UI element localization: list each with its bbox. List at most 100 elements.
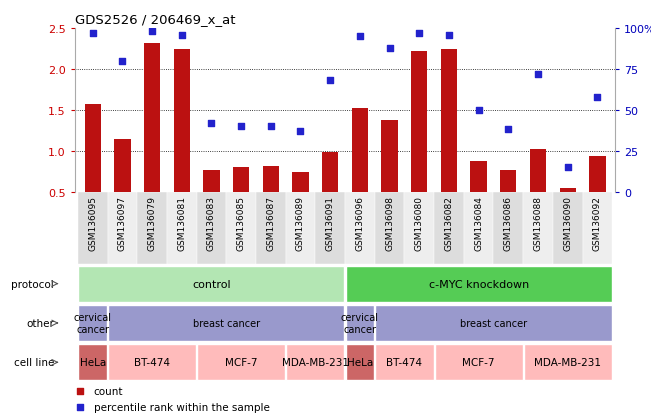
Bar bbox=[435, 344, 523, 380]
Bar bbox=[107, 192, 137, 264]
Bar bbox=[553, 192, 583, 264]
Point bbox=[473, 107, 484, 114]
Bar bbox=[345, 192, 375, 264]
Text: MDA-MB-231: MDA-MB-231 bbox=[534, 357, 601, 368]
Text: GSM136086: GSM136086 bbox=[504, 196, 513, 251]
Bar bbox=[589, 157, 605, 192]
Bar bbox=[322, 153, 339, 192]
Bar bbox=[233, 168, 249, 192]
Text: GSM136091: GSM136091 bbox=[326, 196, 335, 251]
Text: breast cancer: breast cancer bbox=[460, 318, 527, 328]
Text: GSM136090: GSM136090 bbox=[563, 196, 572, 251]
Bar bbox=[559, 189, 576, 192]
Text: GSM136092: GSM136092 bbox=[593, 196, 602, 250]
Bar bbox=[346, 266, 612, 302]
Bar bbox=[434, 192, 464, 264]
Text: cell line: cell line bbox=[14, 357, 54, 368]
Bar bbox=[376, 305, 612, 341]
Point bbox=[444, 32, 454, 39]
Bar bbox=[78, 192, 107, 264]
Bar bbox=[197, 192, 227, 264]
Bar bbox=[167, 192, 197, 264]
Text: GSM136087: GSM136087 bbox=[266, 196, 275, 251]
Point bbox=[355, 34, 365, 40]
Bar bbox=[411, 52, 428, 192]
Text: count: count bbox=[94, 386, 123, 396]
Bar bbox=[493, 192, 523, 264]
Bar bbox=[381, 120, 398, 192]
Point bbox=[236, 123, 246, 130]
Bar bbox=[346, 305, 374, 341]
Text: GSM136080: GSM136080 bbox=[415, 196, 424, 251]
Text: c-MYC knockdown: c-MYC knockdown bbox=[428, 279, 529, 289]
Text: GSM136085: GSM136085 bbox=[236, 196, 245, 251]
Bar bbox=[114, 140, 131, 192]
Text: BT-474: BT-474 bbox=[134, 357, 170, 368]
Text: GSM136097: GSM136097 bbox=[118, 196, 127, 251]
Bar bbox=[441, 50, 457, 192]
Bar bbox=[144, 44, 160, 192]
Bar bbox=[174, 50, 190, 192]
Text: GSM136081: GSM136081 bbox=[177, 196, 186, 251]
Point bbox=[117, 58, 128, 65]
Bar bbox=[78, 305, 107, 341]
Point bbox=[147, 29, 158, 36]
Bar bbox=[203, 171, 219, 192]
Point bbox=[176, 32, 187, 39]
Bar bbox=[197, 344, 285, 380]
Text: percentile rank within the sample: percentile rank within the sample bbox=[94, 402, 270, 412]
Bar bbox=[500, 171, 516, 192]
Text: GSM136095: GSM136095 bbox=[88, 196, 97, 251]
Point bbox=[296, 128, 306, 135]
Text: HeLa: HeLa bbox=[79, 357, 106, 368]
Bar bbox=[530, 150, 546, 192]
Bar bbox=[137, 192, 167, 264]
Bar bbox=[292, 173, 309, 192]
Bar bbox=[352, 109, 368, 192]
Bar bbox=[108, 344, 196, 380]
Text: protocol: protocol bbox=[11, 279, 54, 289]
Text: cervical
cancer: cervical cancer bbox=[341, 312, 379, 334]
Bar bbox=[524, 344, 612, 380]
Text: breast cancer: breast cancer bbox=[193, 318, 260, 328]
Point bbox=[503, 127, 514, 133]
Bar bbox=[464, 192, 493, 264]
Text: GSM136089: GSM136089 bbox=[296, 196, 305, 251]
Point bbox=[75, 404, 85, 410]
Text: GSM136084: GSM136084 bbox=[474, 196, 483, 250]
Text: GSM136082: GSM136082 bbox=[445, 196, 454, 250]
Text: MCF-7: MCF-7 bbox=[225, 357, 257, 368]
Point bbox=[592, 94, 603, 101]
Point bbox=[266, 123, 276, 130]
Point bbox=[206, 120, 217, 127]
Text: GSM136079: GSM136079 bbox=[148, 196, 156, 251]
Bar bbox=[315, 192, 345, 264]
Bar bbox=[227, 192, 256, 264]
Text: GSM136098: GSM136098 bbox=[385, 196, 394, 251]
Bar bbox=[375, 192, 404, 264]
Point bbox=[533, 71, 543, 78]
Bar bbox=[523, 192, 553, 264]
Bar bbox=[108, 305, 344, 341]
Text: GSM136083: GSM136083 bbox=[207, 196, 216, 251]
Text: MCF-7: MCF-7 bbox=[462, 357, 495, 368]
Text: GSM136096: GSM136096 bbox=[355, 196, 365, 251]
Bar bbox=[346, 344, 374, 380]
Point bbox=[325, 78, 335, 84]
Bar bbox=[376, 344, 434, 380]
Bar bbox=[286, 344, 344, 380]
Text: other: other bbox=[26, 318, 54, 328]
Text: BT-474: BT-474 bbox=[387, 357, 422, 368]
Text: control: control bbox=[192, 279, 230, 289]
Bar bbox=[286, 192, 315, 264]
Point bbox=[414, 31, 424, 37]
Bar bbox=[78, 344, 107, 380]
Text: cervical
cancer: cervical cancer bbox=[74, 312, 112, 334]
Bar bbox=[404, 192, 434, 264]
Text: MDA-MB-231: MDA-MB-231 bbox=[282, 357, 349, 368]
Bar bbox=[78, 266, 344, 302]
Bar bbox=[262, 167, 279, 192]
Point bbox=[75, 387, 85, 394]
Text: GSM136088: GSM136088 bbox=[534, 196, 542, 251]
Point bbox=[87, 31, 98, 37]
